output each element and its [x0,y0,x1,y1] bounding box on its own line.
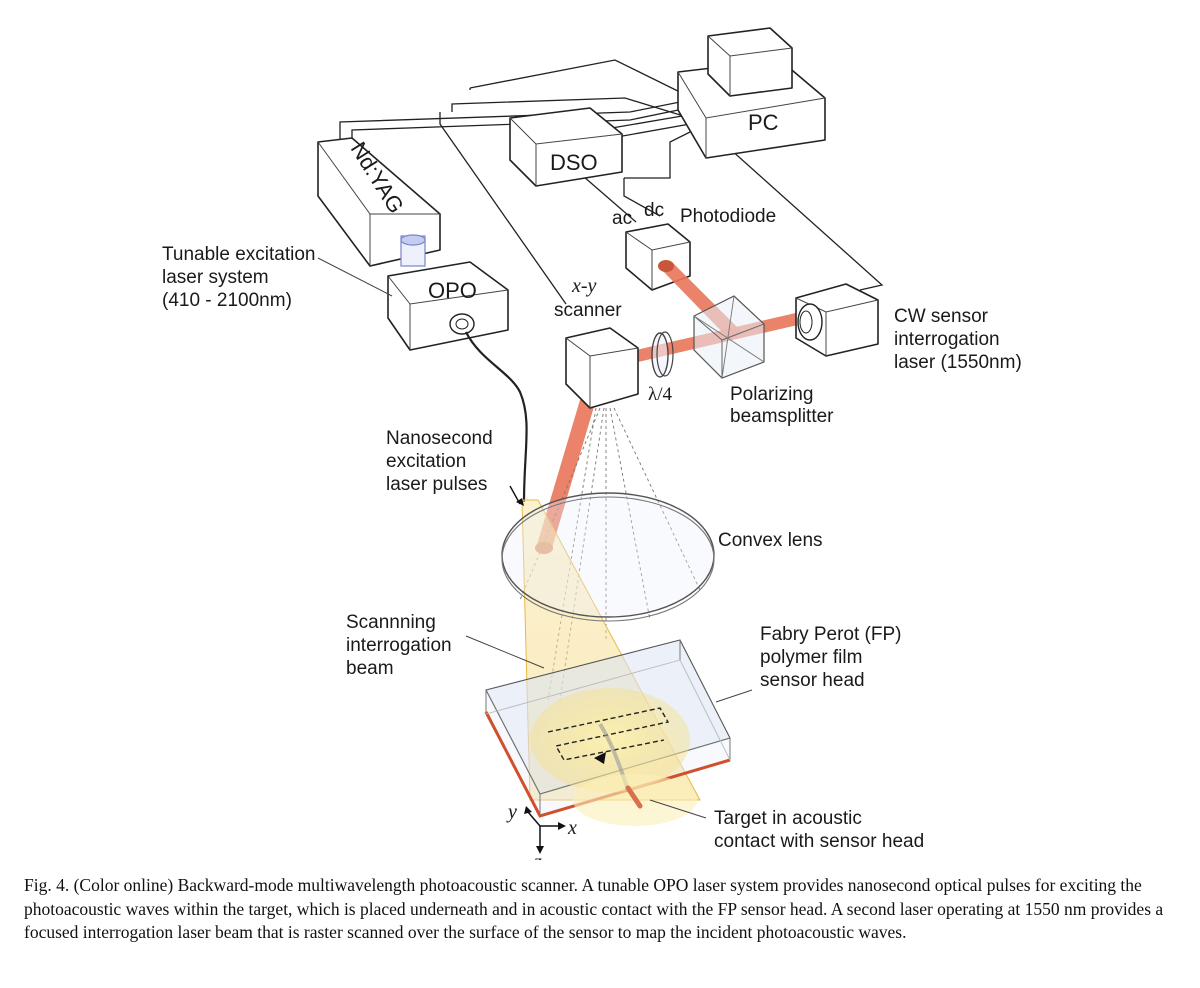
tunable-label-3: (410 - 2100nm) [162,290,292,311]
opo-unit: OPO [387,261,509,351]
photoacoustic-scanner-diagram: PC DSO Nd:YAG OPO [162,27,1022,860]
quarter-wave-label: λ/4 [648,384,672,405]
nano-label-3: laser pulses [386,474,487,495]
pc-unit: PC [677,27,826,159]
cw-label-1: CW sensor [894,306,989,327]
dso-unit: DSO [509,107,623,187]
scanner-label-2: scanner [554,300,622,321]
dc-label: dc [644,200,664,221]
tunable-label-2: laser system [162,267,269,288]
nano-label-1: Nanosecond [386,428,493,449]
excitation-fiber [465,331,528,503]
pbs-label-1: Polarizing [730,384,813,405]
axis-y-label: y [506,801,517,823]
fp-label-3: sensor head [760,670,865,691]
dso-label: DSO [550,150,598,175]
cw-label-2: interrogation [894,329,1000,350]
axis-x-label: x [567,817,577,839]
photodiode-label: Photodiode [680,206,776,227]
xy-scanner [565,327,639,409]
scan-label-2: interrogation [346,635,452,656]
cw-label-3: laser (1550nm) [894,352,1022,373]
fp-label-1: Fabry Perot (FP) [760,624,901,645]
axis-z-label: z [533,851,542,860]
pc-label: PC [748,110,779,135]
opo-label: OPO [428,278,477,303]
cw-sensor-laser [795,283,879,357]
figure-caption: Fig. 4. (Color online) Backward-mode mul… [24,875,1164,942]
coordinate-axes: x y z [506,801,577,860]
pbs-label-2: beamsplitter [730,406,834,427]
scan-label-3: beam [346,658,394,679]
convex-lens [501,492,715,622]
scanner-label-1: x-y [571,275,597,297]
target-label-1: Target in acoustic [714,808,862,829]
scan-label-1: Scannning [346,612,436,633]
nano-label-2: excitation [386,451,466,472]
target-vessel [573,774,697,826]
target-label-2: contact with sensor head [714,831,924,852]
convex-lens-label: Convex lens [718,530,823,551]
pump-beam-tube [400,234,426,267]
leader-lines [317,257,753,819]
quarter-wave-plate [651,331,674,378]
ac-label: ac [612,208,632,229]
fp-label-2: polymer film [760,647,862,668]
tunable-label-1: Tunable excitation [162,244,316,265]
polarizing-beamsplitter [693,295,765,379]
